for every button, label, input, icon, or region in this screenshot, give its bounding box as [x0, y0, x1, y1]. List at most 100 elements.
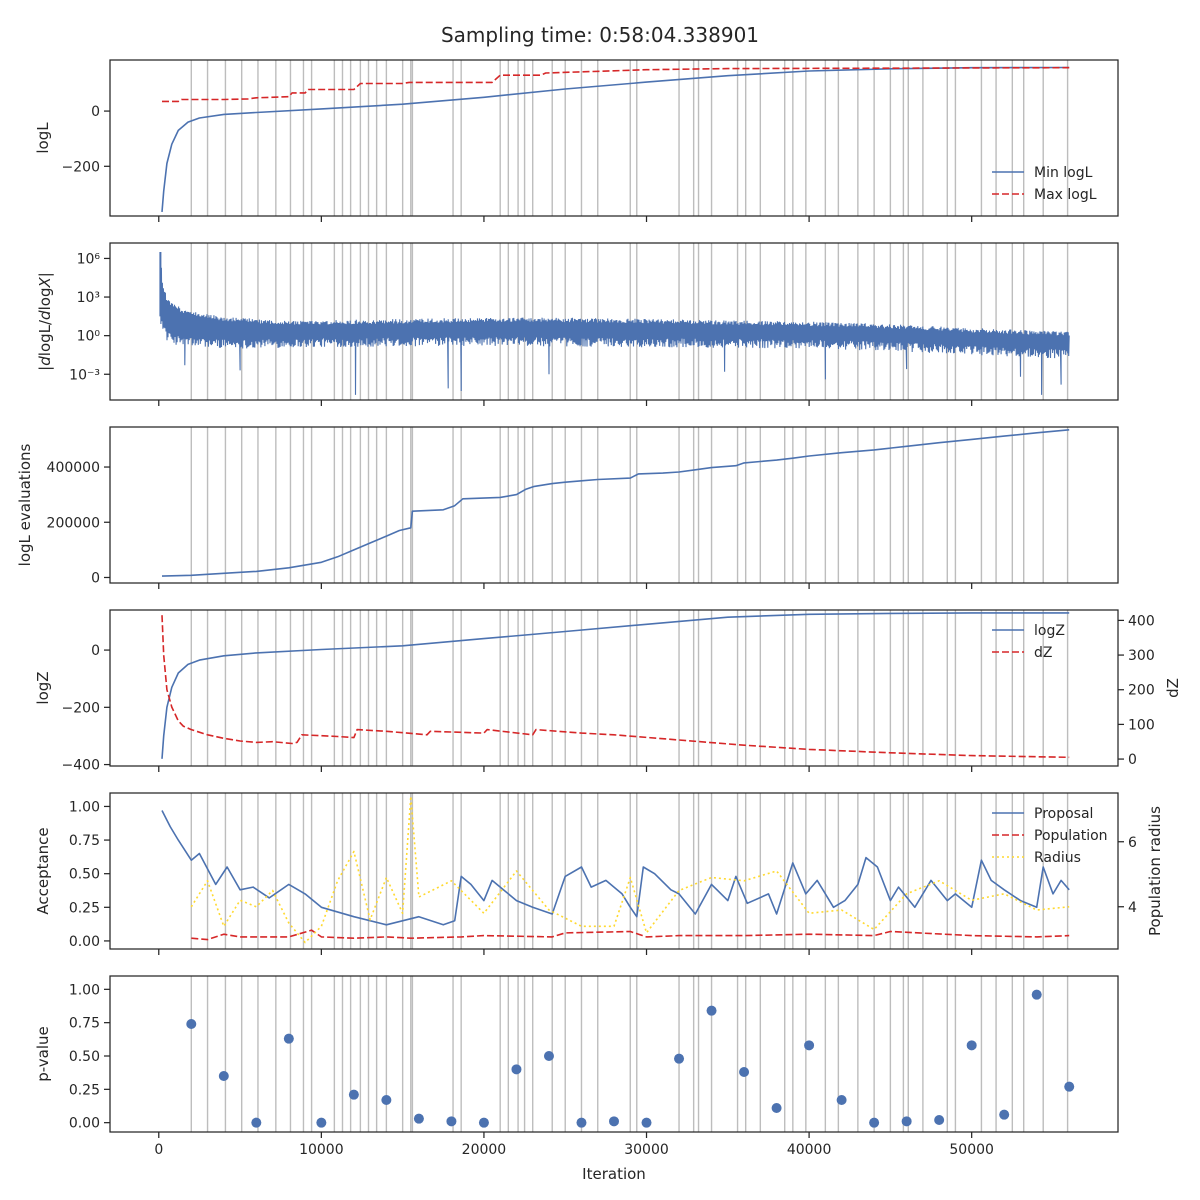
axes-frame	[109, 59, 1119, 217]
plot-area	[161, 429, 1070, 577]
y-tick-label: 10⁶	[77, 251, 101, 267]
y-tick-label: −400	[62, 758, 100, 774]
series-radius	[190, 795, 1070, 944]
data-point	[1031, 989, 1042, 1000]
plot-area	[159, 252, 1070, 395]
y-axis: 1.00 0.75 0.50 0.25 0.00 p-value	[34, 982, 110, 1132]
data-point	[609, 1116, 619, 1127]
legend-label-min-logl: Min logL	[1034, 165, 1093, 181]
y-tick-label: 1.00	[69, 982, 100, 998]
data-point	[966, 1040, 977, 1051]
x-axis-label: Iteration	[582, 1165, 646, 1183]
panel-5: 1.00 0.75 0.50 0.25 0.00 Acceptance 6 4 Populati…	[34, 792, 1164, 955]
y-tick-label: −200	[62, 159, 100, 175]
legend-label-logz: logZ	[1034, 623, 1065, 639]
y-tick-label: 10⁻³	[69, 367, 100, 383]
data-point	[1064, 1081, 1075, 1092]
y-tick-label: 0.00	[69, 934, 100, 950]
legend: Proposal Population Radius	[992, 806, 1108, 866]
y-axis-label-right: dZ	[1164, 678, 1182, 698]
axes-frame	[109, 792, 1119, 950]
legend-label-proposal: Proposal	[1034, 806, 1093, 822]
x-axis	[158, 766, 973, 772]
data-point	[674, 1053, 685, 1064]
y-tick-label: 0	[91, 643, 100, 659]
data-point	[576, 1117, 587, 1128]
y-axis-label-part: d	[36, 310, 54, 320]
y-tick-label: 200000	[47, 515, 100, 531]
x-tick-label: 30000	[624, 1142, 669, 1158]
plot-area	[186, 989, 1075, 1128]
y-tick-label: 0.00	[69, 1116, 100, 1132]
y-axis-label: logZ	[34, 671, 52, 704]
y-axis-label-part: |	[36, 272, 54, 277]
legend-label-dz: dZ	[1034, 645, 1052, 661]
y-axis-label: logL evaluations	[16, 443, 34, 566]
y-axis-label: Acceptance	[34, 827, 52, 914]
data-point	[706, 1005, 717, 1016]
x-tick-label: 40000	[787, 1142, 832, 1158]
y-tick-label-right: 100	[1128, 717, 1155, 733]
data-point	[836, 1095, 847, 1105]
y-axis-label-right: Population radius	[1146, 806, 1164, 936]
data-point	[641, 1117, 652, 1128]
series-max-logl	[162, 66, 1070, 103]
axes-frame	[109, 242, 1119, 401]
y-axis-label-part: X	[36, 277, 54, 289]
y-tick-label-right: 0	[1128, 752, 1137, 768]
y-axis-label-part: log	[36, 288, 54, 311]
legend-label-max-logl: Max logL	[1034, 187, 1097, 203]
y-tick-label: 0	[91, 570, 100, 586]
x-tick-label: 0	[154, 1142, 163, 1158]
y-tick-label: 0.25	[69, 900, 100, 916]
y-tick-label: 1.00	[69, 799, 100, 815]
series-population	[191, 929, 1070, 941]
y-tick-label: 0.50	[69, 1049, 100, 1065]
y-axis-label: logL	[34, 122, 52, 154]
data-point	[771, 1103, 782, 1113]
series-min-logl	[161, 66, 1070, 212]
series-logl-evaluations	[161, 429, 1070, 577]
plot-area	[161, 612, 1070, 759]
data-point	[413, 1113, 424, 1124]
figure-title: Sampling time: 0:58:04.338901	[441, 23, 759, 47]
y-tick-label: −200	[62, 700, 100, 716]
y-tick-label: 0	[91, 104, 100, 120]
x-axis: 0 10000 20000 30000 40000 50000	[154, 1132, 994, 1158]
y-axis: 0 −200 logL	[34, 104, 110, 175]
x-axis	[158, 400, 973, 406]
data-point	[446, 1116, 457, 1127]
y-axis-label: p-value	[34, 1026, 52, 1082]
y-axis-label-part: d	[36, 356, 54, 366]
x-axis	[158, 216, 973, 222]
iteration-lines	[190, 793, 1069, 949]
data-point	[511, 1064, 522, 1075]
y-tick-label-right: 6	[1128, 835, 1137, 851]
y-axis-label-part: |	[36, 366, 54, 371]
data-point	[251, 1117, 262, 1128]
y-tick-label: 0.50	[69, 867, 100, 883]
iteration-lines	[190, 427, 1069, 583]
panel-6: 0 10000 20000 30000 40000 50000 1.00 0.75 0.50 0.…	[34, 975, 1119, 1158]
y-tick-label-right: 200	[1128, 683, 1155, 699]
legend-label-radius: Radius	[1034, 850, 1081, 866]
y-tick-label: 10⁰	[77, 329, 101, 345]
x-tick-label: 50000	[949, 1142, 994, 1158]
data-point	[739, 1067, 750, 1077]
iteration-lines	[190, 610, 1069, 766]
data-point	[869, 1117, 880, 1128]
iteration-lines	[190, 60, 1069, 216]
y-tick-label-right: 400	[1128, 613, 1155, 629]
x-axis	[158, 583, 973, 589]
data-point	[478, 1117, 489, 1128]
y-tick-label-right: 4	[1128, 900, 1137, 916]
legend: Min logL Max logL	[992, 165, 1097, 203]
axes-frame	[109, 426, 1119, 584]
y-axis: 0 −200 −400 logZ	[34, 643, 110, 774]
data-point	[218, 1071, 229, 1081]
y-axis-label: |dlogL/dlogX|	[36, 272, 54, 371]
